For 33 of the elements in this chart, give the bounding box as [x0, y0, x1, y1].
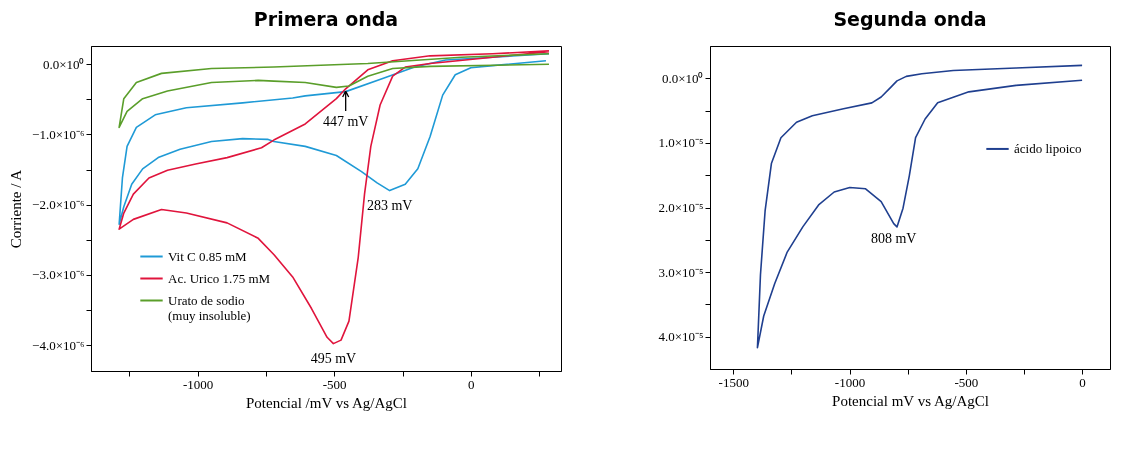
y-tick-label: 4.0×10⁻⁵ [658, 329, 704, 345]
y-tick-label: 0.0×10⁰ [661, 70, 704, 86]
chart-title: Primera onda [253, 8, 399, 30]
x-tick-label: -1500 [718, 374, 749, 390]
y-axis-title: Corriente / A [8, 169, 25, 249]
annotation: 495 mV [310, 350, 357, 366]
y-tick-label: −1.0×10⁻⁶ [32, 126, 85, 142]
x-tick-label: -500 [954, 374, 979, 390]
chart-title: Segunda onda [833, 8, 987, 30]
x-tick-label: 0 [468, 376, 475, 392]
y-tick-label: −3.0×10⁻⁶ [32, 267, 85, 283]
legend-label: ácido lipoico [1014, 140, 1082, 156]
legend-label: Ac. Urico 1.75 mM [168, 270, 271, 286]
annotation: 447 mV [322, 113, 369, 129]
y-tick-label: 2.0×10⁻⁵ [658, 200, 704, 215]
x-tick-label: -1000 [182, 376, 214, 392]
y-tick-label: −2.0×10⁻⁶ [32, 197, 85, 213]
legend-label: Urato de sodio (muy insoluble) [168, 292, 251, 323]
x-tick-label: 0 [1079, 374, 1086, 390]
annotation: 808 mV [870, 230, 917, 246]
legend-label: Vit C 0.85 mM [168, 248, 248, 264]
line-series [756, 64, 1083, 349]
x-axis-title: Potencial /mV vs Ag/AgCl [246, 394, 407, 411]
y-tick-label: 3.0×10⁻⁵ [658, 264, 704, 280]
x-tick-label: -500 [322, 376, 347, 392]
y-tick-label: −4.0×10⁻⁶ [32, 337, 85, 353]
x-axis-title: Potencial mV vs Ag/AgCl [832, 392, 989, 409]
line-series [118, 52, 550, 129]
annotation: 283 mV [366, 197, 413, 213]
y-tick-label: 0.0×10⁰ [42, 56, 85, 72]
x-tick-label: -1000 [834, 374, 866, 390]
line-series [118, 50, 550, 345]
y-tick-label: 1.0×10⁻⁵ [658, 135, 704, 151]
